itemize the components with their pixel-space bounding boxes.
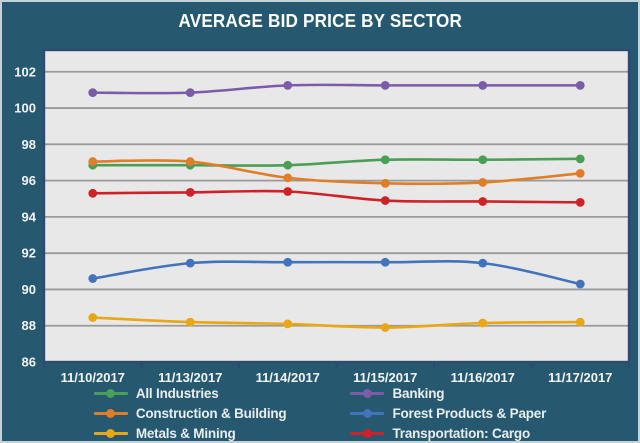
y-axis-tick-label: 98 bbox=[22, 137, 36, 152]
series-line-forest-products-paper bbox=[91, 259, 582, 286]
series-line-transportation-cargo bbox=[91, 189, 582, 204]
series-point-banking bbox=[185, 88, 195, 98]
series-line-metals-mining bbox=[91, 316, 582, 329]
legend: All Industries Construction & Building Met… bbox=[2, 384, 638, 441]
chart-title: AVERAGE BID PRICE BY SECTOR bbox=[2, 11, 638, 32]
series-point-banking bbox=[575, 80, 585, 90]
series-point-forest-products-paper bbox=[380, 257, 390, 267]
legend-label: Banking bbox=[392, 385, 445, 401]
series-point-metals-mining bbox=[575, 317, 585, 327]
y-axis-tick-label: 92 bbox=[22, 246, 36, 261]
legend-item-forest-products-paper: Forest Products & Paper bbox=[350, 404, 546, 422]
plot-border bbox=[42, 48, 631, 364]
series-point-banking bbox=[380, 80, 390, 90]
legend-column: All Industries Construction & Building Met… bbox=[93, 384, 287, 441]
y-axis-tick-label: 88 bbox=[22, 318, 36, 333]
series-point-forest-products-paper bbox=[185, 258, 195, 268]
legend-item-construction-building: Construction & Building bbox=[93, 404, 287, 422]
series-point-metals-mining bbox=[88, 313, 98, 322]
series-point-construction-building bbox=[185, 157, 195, 166]
series-point-forest-products-paper bbox=[88, 274, 98, 283]
series-point-banking bbox=[478, 80, 488, 90]
legend-label: All Industries bbox=[135, 385, 219, 401]
x-axis-tick-label: 11/16/2017 bbox=[451, 370, 515, 385]
y-axis-tick-label: 100 bbox=[14, 101, 36, 116]
series-point-forest-products-paper bbox=[575, 279, 585, 289]
series-point-metals-mining bbox=[283, 319, 293, 329]
y-axis-tick-label: 102 bbox=[14, 64, 36, 79]
series-point-all-industries bbox=[283, 160, 293, 170]
series-point-transportation-cargo bbox=[380, 196, 390, 205]
series-point-all-industries bbox=[380, 155, 390, 165]
x-axis-tick-label: 11/14/2017 bbox=[256, 370, 320, 385]
legend-label: Transportation: Cargo bbox=[392, 425, 531, 441]
plot-background bbox=[44, 50, 629, 362]
series-point-construction-building bbox=[283, 173, 293, 183]
legend-item-all-industries: All Industries bbox=[93, 384, 287, 402]
series-point-transportation-cargo bbox=[478, 197, 488, 206]
x-axis-tick-label: 11/13/2017 bbox=[158, 370, 222, 385]
y-axis-tick-label: 86 bbox=[22, 355, 36, 370]
series-point-metals-mining bbox=[185, 317, 195, 327]
series-point-all-industries bbox=[575, 154, 585, 164]
series-line-construction-building bbox=[91, 159, 582, 186]
x-axis-tick-label: 11/10/2017 bbox=[61, 370, 125, 385]
series-point-construction-building bbox=[380, 178, 390, 188]
legend-item-metals-mining: Metals & Mining bbox=[93, 424, 287, 441]
legend-marker-icon bbox=[93, 428, 128, 438]
y-axis-tick-label: 90 bbox=[22, 282, 36, 297]
series-point-all-industries bbox=[478, 155, 488, 165]
series-point-banking bbox=[88, 88, 98, 98]
legend-label: Forest Products & Paper bbox=[392, 405, 547, 421]
series-point-forest-products-paper bbox=[478, 258, 488, 268]
legend-marker-icon bbox=[350, 408, 385, 418]
series-point-transportation-cargo bbox=[283, 187, 293, 196]
series-point-construction-building bbox=[478, 178, 488, 187]
legend-column: Banking Forest Products & Paper Transporta… bbox=[350, 384, 546, 441]
series-point-transportation-cargo bbox=[575, 197, 585, 207]
legend-marker-icon bbox=[93, 408, 128, 418]
legend-marker-icon bbox=[93, 388, 128, 398]
y-axis-tick-label: 94 bbox=[22, 209, 37, 224]
series-point-metals-mining bbox=[380, 323, 390, 332]
series-point-transportation-cargo bbox=[185, 188, 195, 197]
y-axis-tick-label: 96 bbox=[22, 173, 36, 188]
series-line-all-industries bbox=[91, 157, 582, 167]
series-point-forest-products-paper bbox=[283, 257, 293, 267]
series-line-banking bbox=[91, 83, 582, 95]
legend-item-banking: Banking bbox=[350, 384, 546, 402]
legend-marker-icon bbox=[350, 428, 385, 438]
series-point-metals-mining bbox=[478, 318, 488, 328]
chart-title-text: AVERAGE BID PRICE BY SECTOR bbox=[178, 11, 462, 31]
x-axis-tick-label: 11/15/2017 bbox=[353, 370, 417, 385]
series-point-banking bbox=[283, 80, 293, 90]
series-point-construction-building bbox=[575, 168, 585, 178]
series-point-construction-building bbox=[88, 157, 98, 166]
legend-label: Construction & Building bbox=[135, 405, 287, 421]
legend-label: Metals & Mining bbox=[135, 425, 236, 441]
legend-marker-icon bbox=[350, 388, 385, 398]
legend-item-transportation-cargo: Transportation: Cargo bbox=[350, 424, 546, 441]
series-point-transportation-cargo bbox=[88, 188, 98, 198]
x-axis-tick-label: 11/17/2017 bbox=[548, 370, 612, 385]
